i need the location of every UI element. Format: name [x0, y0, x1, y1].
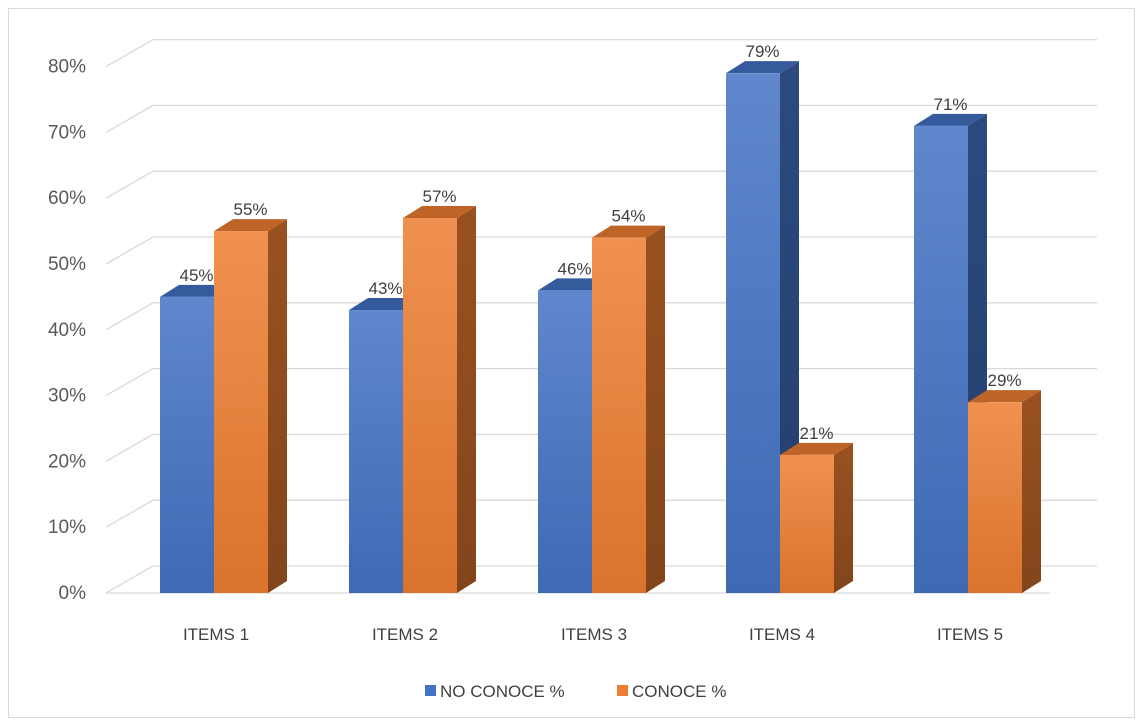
bar-side-face	[457, 205, 476, 593]
y-tick-label: 80%	[48, 57, 86, 78]
bar-side-face	[834, 442, 853, 593]
x-tick-label: ITEMS 3	[561, 625, 627, 644]
legend-swatch	[617, 685, 628, 696]
data-label: 46%	[557, 259, 591, 278]
bar-front-face	[538, 290, 592, 593]
x-tick-label: ITEMS 4	[749, 625, 815, 644]
bars: 45% 55% 43% 57% 46% 54% 79% 21% 71% 29%	[160, 42, 1041, 594]
gridline	[105, 38, 1097, 68]
y-tick-label: 70%	[48, 122, 86, 143]
bar-front-face	[780, 454, 834, 593]
bar	[592, 225, 665, 593]
bar-front-face	[403, 217, 457, 593]
legend-label: CONOCE %	[632, 682, 726, 701]
data-label: 21%	[799, 424, 833, 443]
data-label: 29%	[987, 371, 1021, 390]
data-label: 57%	[422, 187, 456, 206]
bar-side-face	[268, 219, 287, 593]
bar-top-face	[780, 442, 853, 455]
bar-top-face	[403, 205, 476, 218]
legend-item: CONOCE %	[617, 682, 726, 701]
data-label: 43%	[368, 279, 402, 298]
bar-top-face	[592, 225, 665, 238]
bar-front-face	[592, 237, 646, 593]
y-axis: 0% 10% 20% 30% 40% 50% 60% 70% 80%	[48, 57, 86, 604]
y-tick-label: 60%	[48, 188, 86, 209]
legend: NO CONOCE % CONOCE %	[425, 682, 726, 701]
bar-side-face	[1022, 390, 1041, 593]
legend-item: NO CONOCE %	[425, 682, 565, 701]
x-axis: ITEMS 1 ITEMS 2 ITEMS 3 ITEMS 4 ITEMS 5	[183, 625, 1003, 644]
bar	[214, 219, 287, 593]
y-tick-label: 0%	[59, 583, 87, 604]
y-tick-label: 50%	[48, 254, 86, 275]
x-tick-label: ITEMS 2	[372, 625, 438, 644]
legend-swatch	[425, 685, 436, 696]
bar-front-face	[349, 310, 403, 593]
y-tick-label: 10%	[48, 517, 86, 538]
bar-top-face	[968, 390, 1041, 403]
bar-front-face	[160, 296, 214, 593]
x-tick-label: ITEMS 1	[183, 625, 249, 644]
bar-front-face	[914, 125, 968, 593]
bar-front-face	[214, 231, 268, 593]
bar	[780, 442, 853, 593]
bar-front-face	[726, 73, 780, 594]
bar-top-face	[214, 219, 287, 232]
y-tick-label: 30%	[48, 386, 86, 407]
bar-side-face	[646, 225, 665, 593]
bar-top-face	[914, 113, 987, 126]
legend-label: NO CONOCE %	[440, 682, 565, 701]
data-label: 79%	[745, 42, 779, 61]
y-tick-label: 20%	[48, 451, 86, 472]
data-label: 45%	[179, 266, 213, 285]
bar-top-face	[726, 61, 799, 74]
bar	[403, 205, 476, 593]
data-label: 71%	[933, 95, 967, 114]
data-label: 54%	[611, 207, 645, 226]
bar-front-face	[968, 402, 1022, 593]
data-label: 55%	[233, 200, 267, 219]
bar	[968, 390, 1041, 593]
x-tick-label: ITEMS 5	[937, 625, 1003, 644]
y-tick-label: 40%	[48, 320, 86, 341]
